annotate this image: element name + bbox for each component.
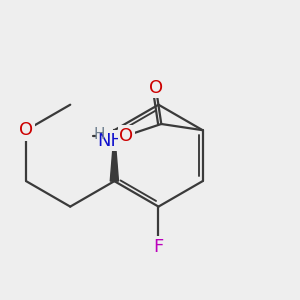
Text: O: O xyxy=(19,121,33,139)
Text: NH₂: NH₂ xyxy=(97,132,131,150)
Polygon shape xyxy=(110,130,118,181)
Text: O: O xyxy=(149,79,163,97)
Text: O: O xyxy=(119,127,134,145)
Text: F: F xyxy=(153,238,164,256)
Text: H: H xyxy=(124,127,136,142)
Text: H: H xyxy=(93,127,104,142)
